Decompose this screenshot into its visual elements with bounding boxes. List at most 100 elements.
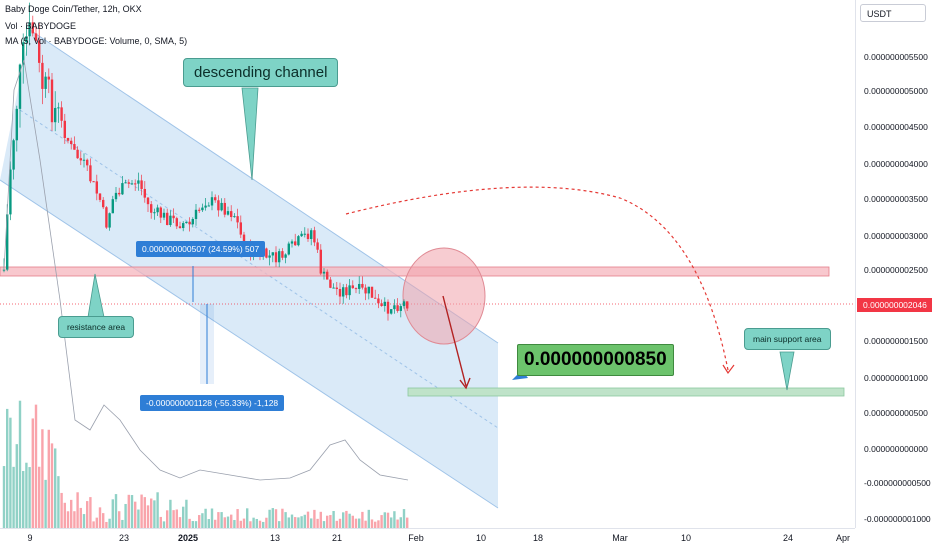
candle-body (278, 251, 281, 263)
candle-body (223, 202, 226, 215)
volume-bar (322, 521, 326, 528)
candle-body (31, 22, 34, 34)
candle-body (82, 159, 86, 161)
volume-bar (255, 518, 258, 528)
volume-bar (50, 443, 54, 528)
candle-body (217, 200, 220, 211)
volume-bars-group (2, 400, 409, 528)
volume-bar (114, 494, 118, 528)
volume-bar (44, 479, 47, 528)
candle-body (287, 243, 290, 255)
candle-body (393, 305, 396, 310)
projection-arrow-head (722, 364, 735, 375)
target-price-label[interactable]: 0.000000000850 (517, 344, 674, 376)
candle-body (390, 309, 393, 314)
candle-body (2, 269, 6, 271)
volume-bar (348, 513, 351, 528)
volume-bar (319, 511, 322, 528)
candle-body (342, 287, 345, 297)
volume-bar (73, 511, 76, 528)
candle-body (204, 205, 207, 208)
volume-bar (284, 512, 287, 528)
time-axis[interactable]: 9 23 2025 13 21 Feb 10 18 Mar 10 24 Apr (0, 528, 855, 551)
volume-bar (146, 505, 150, 528)
measure-down-area (200, 304, 214, 384)
volume-bar (303, 514, 306, 528)
candle-body (162, 212, 166, 218)
candle-body (319, 249, 322, 274)
volume-bar (287, 517, 290, 528)
volume-bar (12, 466, 15, 528)
candle-body (265, 248, 268, 258)
candle-body (169, 215, 172, 226)
candle-body (326, 271, 329, 280)
volume-bar (306, 511, 310, 528)
descending-channel-callout[interactable]: descending channel (183, 58, 339, 87)
time-tick-label: 9 (27, 533, 33, 543)
price-tick-label: 0.000000003000 (864, 231, 928, 241)
target-arrow[interactable] (442, 295, 467, 387)
volume-bar (386, 512, 390, 528)
candle-body (38, 40, 41, 63)
candle-body (41, 62, 44, 89)
volume-bar (393, 511, 396, 528)
candle-body (351, 285, 354, 289)
candle-body (98, 193, 102, 200)
volume-bar (92, 521, 95, 528)
resistance-area-callout[interactable]: resistance area (58, 316, 135, 338)
price-tick-label: 0.000000002500 (864, 265, 928, 275)
volume-bar (313, 509, 316, 528)
candle-body (230, 211, 233, 218)
volume-bar (95, 517, 98, 528)
candle-body (297, 236, 300, 246)
measure-down-label[interactable]: -0.000000001128 (-55.33%) -1,128 (140, 395, 285, 411)
main-support-area-callout[interactable]: main support area (744, 328, 831, 350)
candle-body (358, 283, 361, 289)
resistance-callout-pointer (87, 273, 105, 318)
candle-body (310, 230, 313, 239)
candle-body (406, 301, 409, 309)
volume-bar (297, 517, 300, 528)
volume-bar (354, 518, 358, 528)
candle-body (182, 223, 185, 229)
volume-bar (63, 502, 66, 528)
highlight-circle[interactable] (402, 247, 486, 345)
volume-bar (9, 417, 12, 528)
chart-canvas[interactable] (0, 0, 855, 528)
candle-body (210, 197, 214, 206)
candle-body (175, 218, 178, 227)
price-axis[interactable]: USDT 0.000000005500 0.000000005000 0.00000… (855, 0, 932, 528)
measure-up-label[interactable]: 0.000000000507 (24.59%) 507 (136, 241, 266, 257)
candle-body (281, 251, 284, 258)
candle-body (134, 183, 137, 185)
candle-body (153, 212, 156, 214)
candle-body (271, 252, 274, 256)
candle-body (54, 107, 57, 123)
projection-curve[interactable] (345, 186, 729, 371)
price-tick-label: 0.000000005500 (864, 52, 928, 62)
legend-ma[interactable]: MA (5, Vol · BABYDOGE: Volume, 0, SMA, 5… (5, 36, 188, 46)
volume-bar (127, 494, 130, 528)
candle-body (399, 306, 402, 311)
volume-bar (268, 509, 271, 528)
volume-bar (370, 519, 374, 528)
legend-volume[interactable]: Vol · BABYDOGE (5, 21, 77, 31)
candle-body (178, 226, 182, 229)
candle-body (79, 158, 82, 161)
candle-body (92, 181, 95, 183)
current-price-label: 0.000000002046 (857, 298, 932, 312)
time-tick-label: Mar (612, 533, 628, 543)
volume-bar (380, 515, 383, 528)
time-tick-label: 13 (269, 533, 281, 543)
price-tick-label: 0.000000004000 (864, 159, 928, 169)
candle-body (268, 255, 271, 258)
currency-selector[interactable]: USDT (860, 4, 926, 22)
legend-title[interactable]: Baby Doge Coin/Tether, 12h, OKX (5, 4, 142, 14)
volume-bar (351, 515, 354, 528)
volume-bar (191, 521, 194, 528)
candle-body (306, 233, 310, 239)
candle-body (194, 209, 198, 220)
volume-bar (31, 418, 34, 528)
support-band[interactable] (407, 387, 845, 397)
chart-area[interactable]: Baby Doge Coin/Tether, 12h, OKX Vol · BA… (0, 0, 855, 528)
